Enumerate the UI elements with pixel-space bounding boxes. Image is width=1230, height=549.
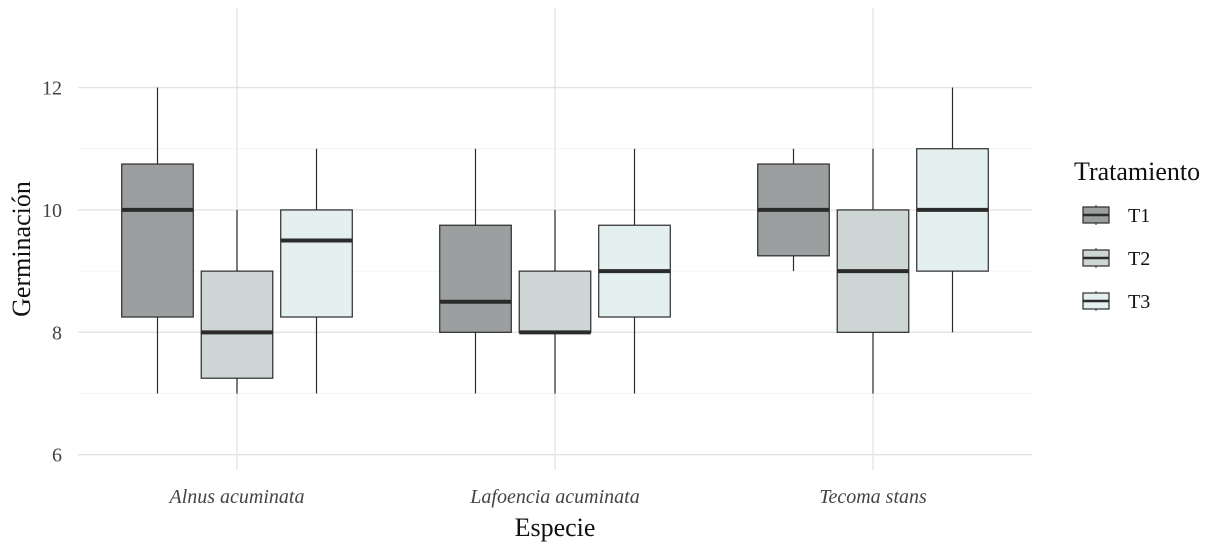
x-tick-label: Tecoma stans (819, 486, 927, 508)
x-axis-ticks: Alnus acuminata Lafoencia acuminata Tecoma… (168, 486, 928, 508)
legend-items: T1 T2 T3 (1082, 205, 1150, 313)
box-T2-2 (836, 148, 910, 394)
box-T3-0 (280, 148, 353, 394)
box-T2-1 (518, 209, 592, 394)
x-tick-label: Lafoencia acuminata (469, 486, 639, 508)
box-T3-2 (916, 87, 989, 333)
box-T1-1 (439, 148, 512, 394)
y-tick-label: 12 (42, 78, 62, 100)
y-tick-label: 10 (42, 200, 62, 222)
box-iqr (121, 163, 194, 318)
legend-item-T3: T3 (1082, 291, 1150, 313)
y-tick-label: 6 (52, 445, 62, 467)
legend-label: T2 (1128, 248, 1150, 270)
box-iqr (280, 209, 353, 318)
boxes (121, 87, 989, 394)
box-iqr (200, 270, 274, 379)
y-tick-label: 8 (52, 322, 62, 344)
legend: Tratamiento T1 T2 T3 (1074, 157, 1200, 313)
y-axis-title: Germinación (7, 181, 36, 317)
x-axis-title: Especie (515, 513, 596, 542)
legend-item-T1: T1 (1082, 205, 1150, 227)
box-T1-0 (121, 87, 194, 394)
box-T3-1 (598, 148, 671, 394)
box-T2-0 (200, 209, 274, 394)
legend-title: Tratamiento (1074, 157, 1200, 186)
box-iqr (518, 270, 592, 333)
box-T1-2 (757, 148, 830, 272)
box-iqr (439, 224, 512, 333)
y-axis-ticks: 6 8 10 12 (42, 78, 62, 467)
x-tick-label: Alnus acuminata (168, 486, 305, 508)
legend-item-T2: T2 (1082, 248, 1150, 270)
legend-label: T1 (1128, 205, 1150, 227)
legend-label: T3 (1128, 291, 1150, 313)
